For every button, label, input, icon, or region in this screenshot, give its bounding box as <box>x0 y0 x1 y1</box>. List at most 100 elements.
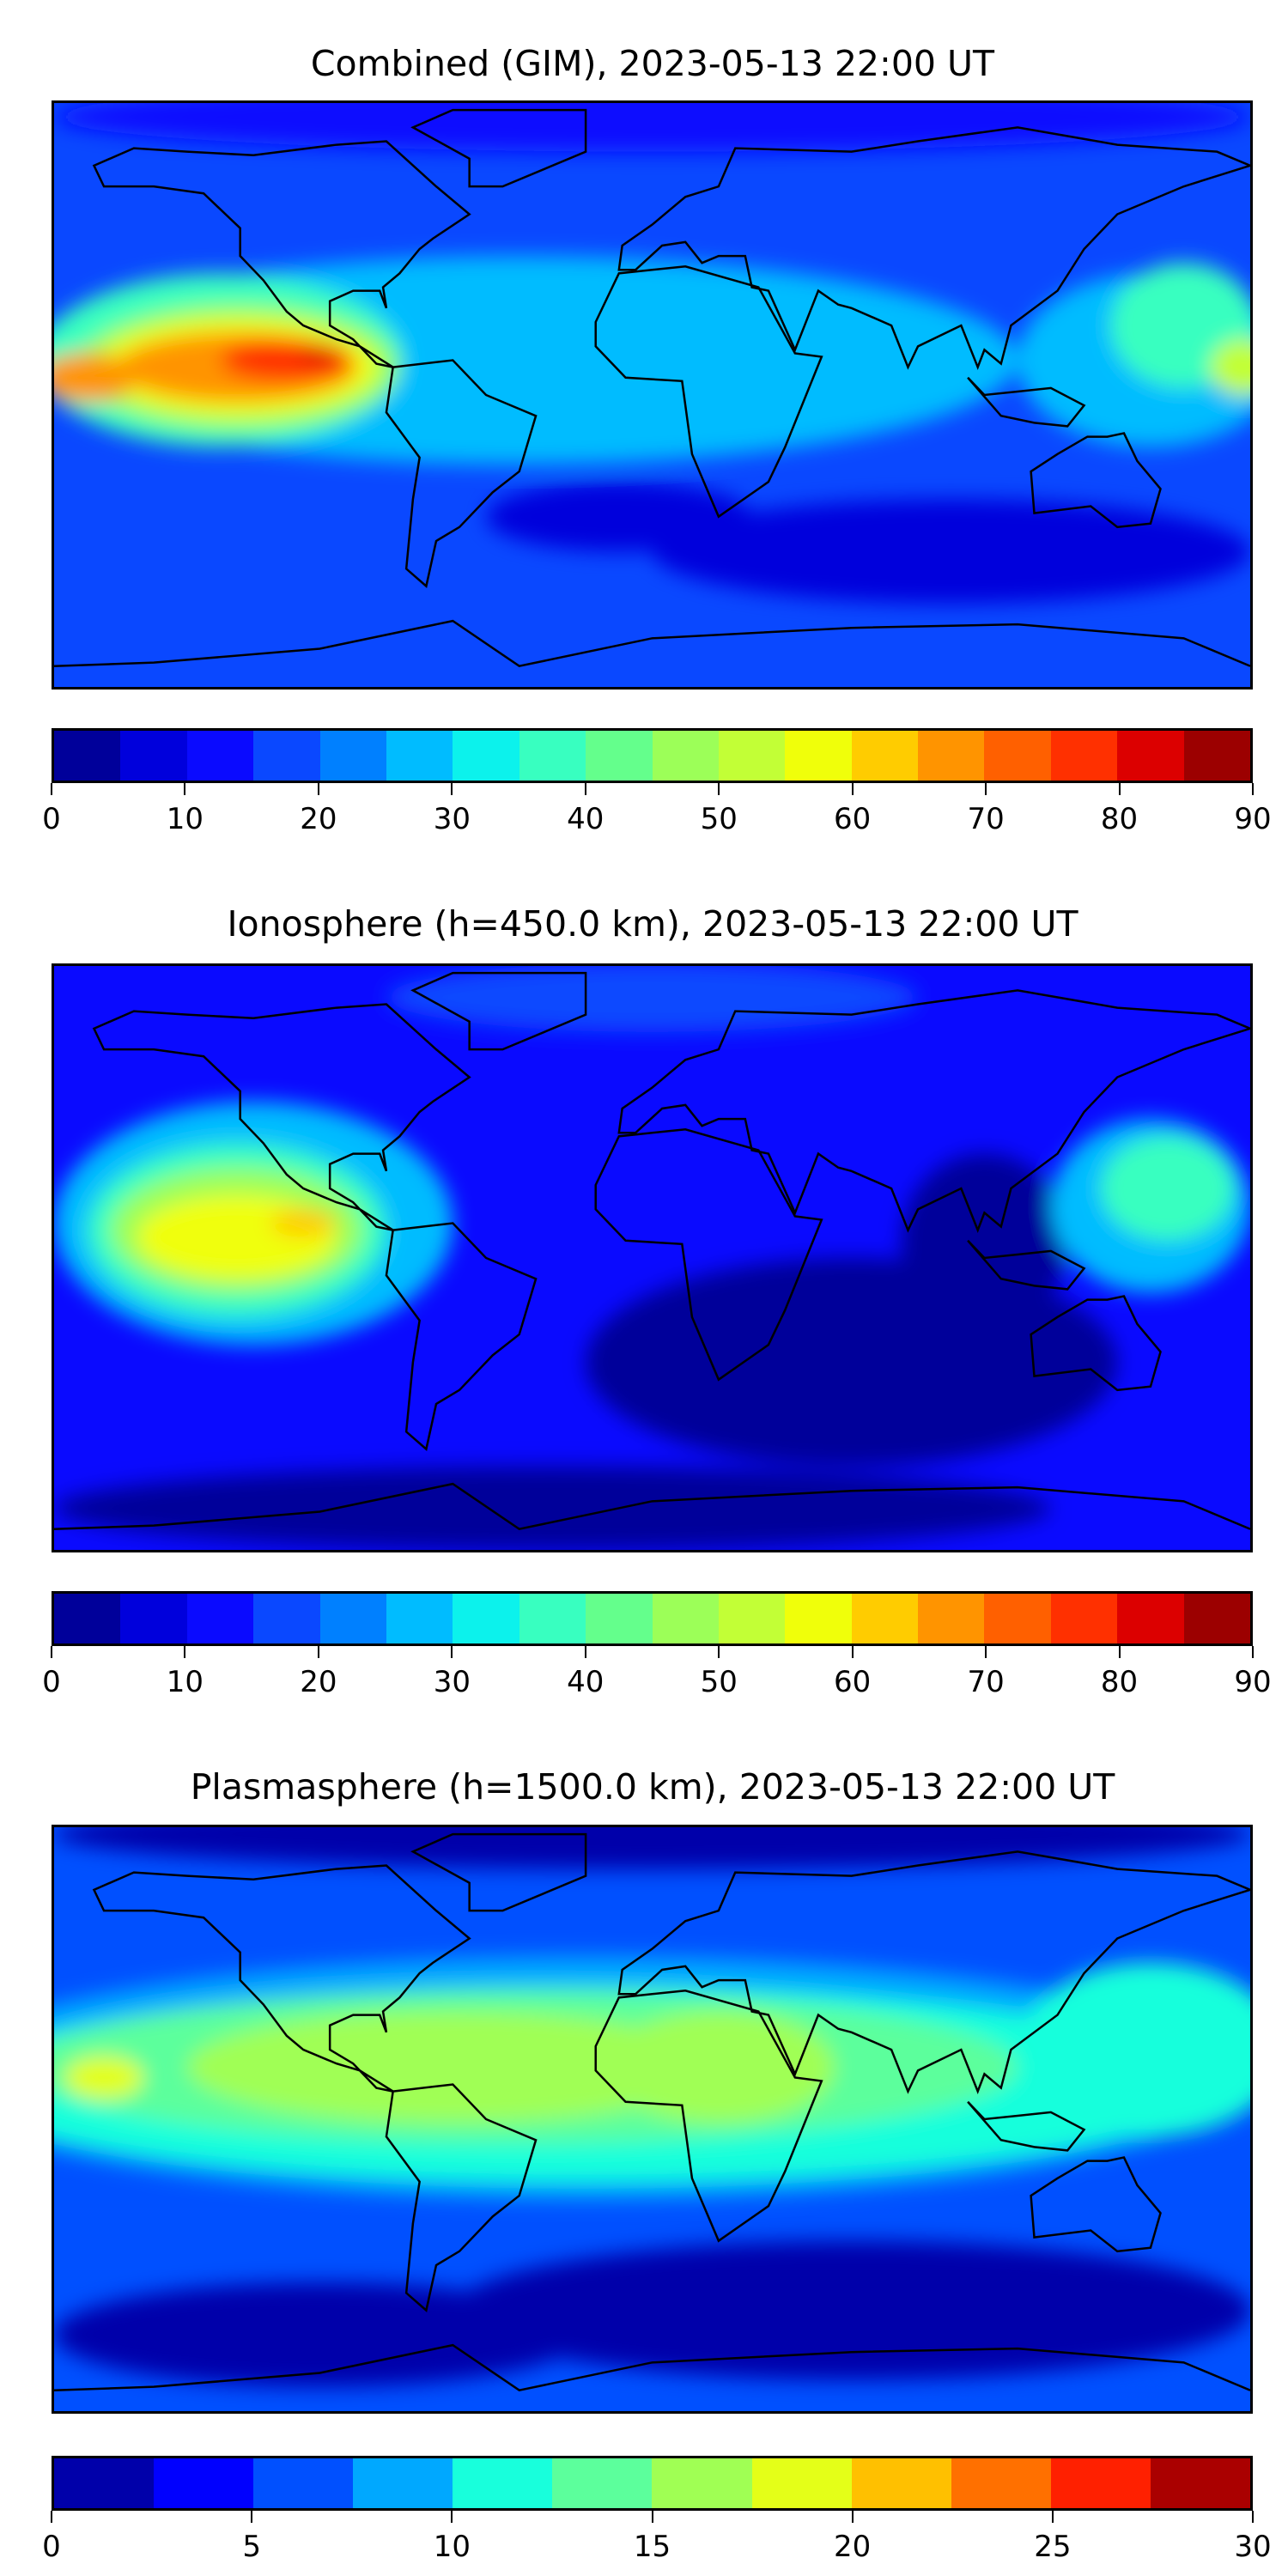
colorbar-tick-label: 60 <box>834 802 872 836</box>
colorbar-tick <box>584 783 586 795</box>
colorbar-tick-label: 5 <box>242 2530 261 2564</box>
colorbar-tick <box>1118 783 1121 795</box>
coastline-south-america <box>386 2085 536 2311</box>
map-title-ionosphere: Ionosphere (h=450.0 km), 2023-05-13 22:0… <box>227 903 1078 945</box>
colorbar-segment <box>186 1594 254 1643</box>
tec-contour-region <box>901 1153 1068 1327</box>
colorbar-tick-label: 90 <box>1234 1665 1272 1699</box>
tec-contour-region <box>386 966 918 1032</box>
map-combined <box>52 100 1253 690</box>
colorbar-tick-label: 80 <box>1100 802 1139 836</box>
colorbar-segment <box>851 1594 919 1643</box>
colorbar-segment <box>386 731 453 781</box>
coastline-north-america <box>94 1005 469 1230</box>
colorbar-tick-label: 25 <box>1034 2530 1072 2564</box>
colorbar-tick <box>651 2511 653 2523</box>
colorbar-tick-label: 30 <box>433 802 471 836</box>
colorbar-segment <box>186 731 254 781</box>
colorbar-segment <box>1150 2458 1250 2508</box>
colorbar-segment <box>253 2458 354 2508</box>
colorbar-tick <box>251 2511 253 2523</box>
colorbar-segment <box>519 1594 586 1643</box>
colorbar-tick <box>184 783 186 795</box>
coastline-south-america <box>386 1224 536 1449</box>
colorbar-segment <box>851 731 919 781</box>
tec-contour-region <box>64 2057 144 2099</box>
map-plasmasphere <box>52 1825 1253 2414</box>
colorbar-tick-label: 60 <box>834 1665 872 1699</box>
tec-contour-region <box>1210 339 1250 395</box>
colorbar-tick-label: 0 <box>42 1665 61 1699</box>
coastline-greenland <box>413 1834 586 1911</box>
colorbar-segment <box>253 1594 320 1643</box>
coastline-australia <box>1031 1297 1161 1390</box>
colorbar-combined <box>52 728 1253 783</box>
colorbar-segment <box>851 2458 951 2508</box>
colorbar-tick <box>1252 783 1254 795</box>
coastline-africa <box>596 266 822 516</box>
colorbar-segment <box>253 731 320 781</box>
tec-contour-region <box>54 1827 1250 1869</box>
colorbar-segment <box>918 731 985 781</box>
colorbar-tick <box>718 1646 720 1658</box>
coastline-north-america <box>94 142 469 368</box>
colorbar-tick <box>451 2511 453 2523</box>
coastline-antarctica <box>54 1484 1250 1529</box>
colorbar-segment <box>1183 731 1251 781</box>
colorbar-segment <box>586 1594 653 1643</box>
colorbar-tick-label: 80 <box>1100 1665 1139 1699</box>
colorbar-segment <box>120 731 187 781</box>
map-title-plasmasphere: Plasmasphere (h=1500.0 km), 2023-05-13 2… <box>190 1766 1115 1807</box>
colorbar-segment <box>1183 1594 1251 1643</box>
tec-contour-region <box>54 1466 1051 1550</box>
colorbar-segment <box>154 2458 254 2508</box>
colorbar-segment <box>353 2458 453 2508</box>
colorbar-tick-label: 70 <box>967 1665 1005 1699</box>
colorbar-tick <box>451 783 453 795</box>
colorbar-tick <box>1118 1646 1121 1658</box>
map-ionosphere <box>52 963 1253 1552</box>
colorbar-segment <box>652 731 719 781</box>
colorbar-plasmasphere <box>52 2456 1253 2511</box>
colorbar-tick <box>985 783 987 795</box>
colorbar-segment <box>984 1594 1051 1643</box>
colorbar-segment <box>1050 1594 1118 1643</box>
colorbar-tick-label: 10 <box>166 1665 204 1699</box>
colorbar-segment <box>386 1594 453 1643</box>
colorbar-tick-label: 10 <box>433 2530 471 2564</box>
colorbar-tick <box>1252 1646 1254 1658</box>
coastline-eurasia <box>619 990 1250 1230</box>
colorbar-segment <box>918 1594 985 1643</box>
coastline-indonesia <box>968 2102 1084 2151</box>
colorbar-tick <box>317 1646 319 1658</box>
colorbar-segment <box>951 2458 1051 2508</box>
coastline-greenland <box>413 973 586 1049</box>
colorbar-segment <box>652 2458 752 2508</box>
coastline-north-america <box>94 1866 469 2092</box>
colorbar-segment <box>718 731 786 781</box>
colorbar-segment <box>453 1594 519 1643</box>
tec-contour-region <box>54 103 1250 152</box>
tec-contour-region <box>1100 1136 1234 1241</box>
tec-contour-region <box>270 1209 337 1237</box>
colorbar-segment <box>984 731 1051 781</box>
tec-contour-region <box>220 339 354 381</box>
tec-contour-region <box>602 2011 835 2123</box>
map-title-combined: Combined (GIM), 2023-05-13 22:00 UT <box>310 43 995 84</box>
coastline-antarctica <box>54 2345 1250 2391</box>
colorbar-tick <box>851 1646 854 1658</box>
colorbar-segment <box>120 1594 187 1643</box>
tec-contour-region <box>54 353 137 403</box>
colorbar-tick <box>317 783 319 795</box>
colorbar-tick-label: 30 <box>433 1665 471 1699</box>
colorbar-segment <box>751 2458 852 2508</box>
coastline-indonesia <box>968 378 1084 427</box>
coastline-africa <box>596 1990 822 2240</box>
colorbar-segment <box>54 2458 155 2508</box>
colorbar-tick <box>51 2511 52 2523</box>
coastline-eurasia <box>619 127 1250 367</box>
colorbar-segment <box>319 731 386 781</box>
colorbar-tick <box>851 2511 854 2523</box>
colorbar-tick <box>51 1646 52 1658</box>
colorbar-segment <box>319 1594 386 1643</box>
